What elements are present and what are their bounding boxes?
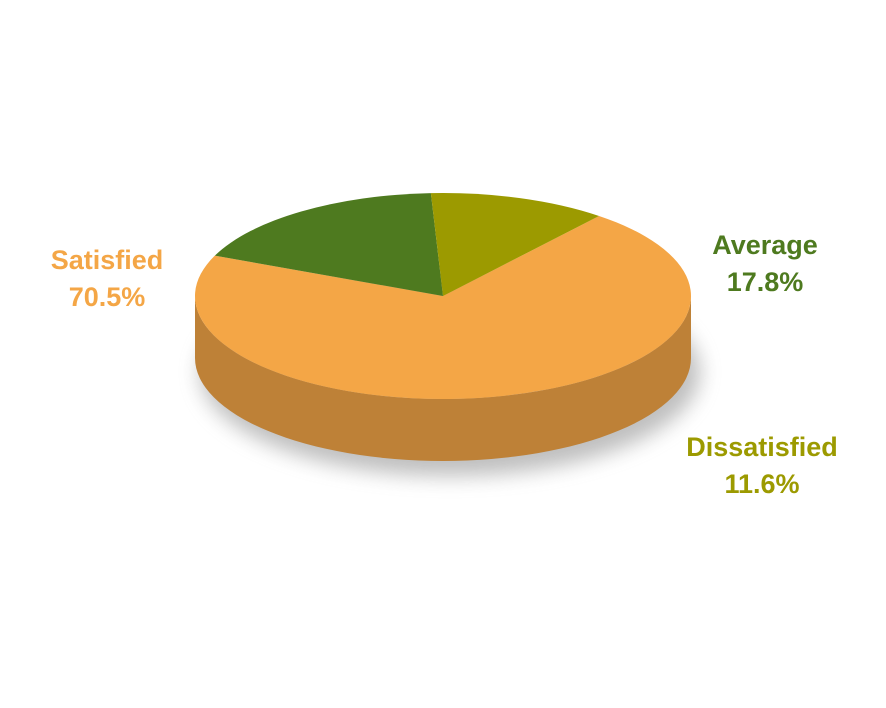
slice-value-label: 11.6% — [724, 469, 799, 499]
slice-label: Dissatisfied — [686, 432, 838, 462]
pie-side — [195, 296, 691, 461]
pie-slice — [430, 193, 600, 296]
slice-label: Satisfied — [51, 245, 164, 275]
slice-value-label: 17.8% — [727, 267, 804, 297]
pie-slice — [195, 215, 691, 399]
slice-label: Average — [712, 230, 818, 260]
slice-value-label: 70.5% — [69, 282, 146, 312]
pie-slice — [214, 193, 443, 296]
